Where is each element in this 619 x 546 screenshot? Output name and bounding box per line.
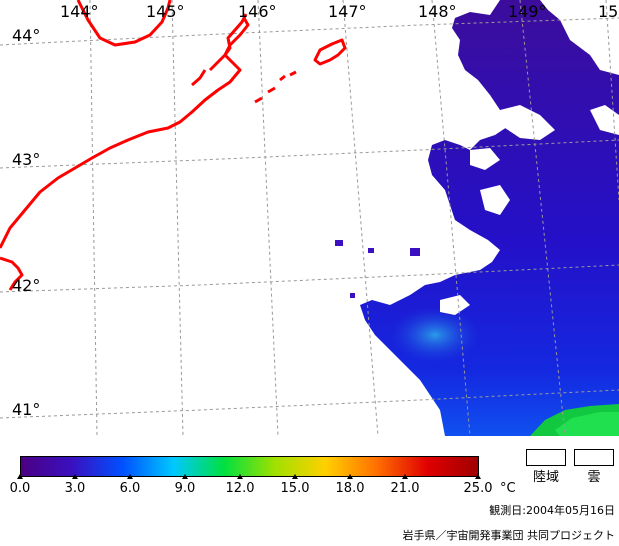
colorbar-tick (292, 474, 298, 479)
coastline-kunashiri (208, 13, 248, 72)
longitude-label-145: 145° (146, 2, 185, 21)
colorbar-tick-label: 3.0 (64, 481, 86, 496)
longitude-label-146: 146° (238, 2, 277, 21)
temperature-unit: °C (500, 481, 516, 496)
colorbar-tick (182, 474, 188, 479)
colorbar-tick-label: 15.0 (280, 481, 310, 496)
latitude-label-44: 44° (12, 26, 41, 45)
coastline-shiretoko-north (76, 0, 172, 47)
cloud-gap (440, 295, 470, 315)
meridian-144 (89, 0, 98, 436)
colorbar-tick-label: 21.0 (390, 481, 420, 496)
longitude-label-144: 144° (60, 2, 99, 21)
coastline-hokkaido-east (0, 17, 250, 249)
cloud-gap (590, 105, 619, 135)
latitude-label-42: 42° (12, 276, 41, 295)
longitude-label-150: 15 (598, 2, 619, 21)
coastline-habomai-islands (254, 74, 286, 104)
colorbar-tick (127, 474, 133, 479)
cloud-label: 雲 (587, 470, 601, 485)
colorbar-tick-label: 18.0 (335, 481, 365, 496)
colorbar-tick-label: 25.0 (463, 481, 493, 496)
meridian-149 (519, 0, 566, 436)
land-label: 陸域 (532, 470, 560, 485)
coastline-cape-erimo (0, 256, 24, 291)
colorbar-tick-label: 9.0 (174, 481, 196, 496)
credit-text: 岩手県／宇宙開発事業団 共同プロジェクト (402, 529, 616, 542)
warm-water-patch (390, 307, 480, 363)
colorbar-tick (475, 474, 481, 479)
meridian-148 (431, 0, 471, 436)
colorbar-tick (347, 474, 353, 479)
colorbar-tick (17, 474, 23, 479)
land-swatch (526, 449, 566, 466)
coastline-shikotan (313, 38, 347, 66)
coastline (0, 0, 347, 291)
sst-field (335, 0, 619, 436)
longitude-label-147: 147° (328, 2, 367, 21)
cloud-gap (480, 185, 510, 215)
meridian-145 (171, 0, 184, 436)
longitude-label-148: 148° (418, 2, 457, 21)
colorbar-tick (72, 474, 78, 479)
cloud-gap (470, 148, 500, 170)
meridian-146 (257, 0, 279, 436)
colorbar-tick-label: 0.0 (9, 481, 31, 496)
colorbar-tick (402, 474, 408, 479)
cloud-gap (500, 105, 555, 140)
latitude-label-43: 43° (12, 150, 41, 169)
sea-temperature-region (360, 0, 619, 436)
graticule (0, 0, 619, 436)
temperature-colorbar (20, 456, 479, 477)
colorbar-tick-label: 12.0 (225, 481, 255, 496)
meridian-147 (342, 0, 379, 436)
latitude-label-41: 41° (12, 400, 41, 419)
colorbar-tick-label: 6.0 (119, 481, 141, 496)
cloud-swatch (574, 449, 614, 466)
longitude-label-149: 149° (508, 2, 547, 21)
sst-map: 144° 145° 146° 147° 148° 149° 15 44° 43°… (0, 0, 619, 436)
observation-date: 観測日:2004年05月16日 (489, 504, 615, 517)
map-canvas (0, 0, 619, 436)
colorbar-tick (237, 474, 243, 479)
